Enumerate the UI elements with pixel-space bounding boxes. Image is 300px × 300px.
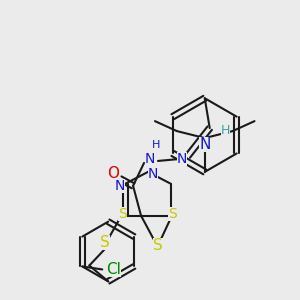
Text: Cl: Cl [106, 262, 121, 277]
Text: S: S [100, 235, 110, 250]
Text: N: N [145, 152, 155, 166]
Text: N: N [148, 167, 158, 181]
Text: S: S [169, 207, 177, 221]
Text: O: O [107, 167, 119, 182]
Text: H: H [152, 140, 160, 150]
Text: H: H [221, 124, 230, 136]
Text: N: N [199, 136, 210, 152]
Text: N: N [177, 152, 187, 166]
Text: N: N [115, 179, 125, 193]
Text: S: S [118, 207, 127, 221]
Text: S: S [153, 238, 163, 253]
